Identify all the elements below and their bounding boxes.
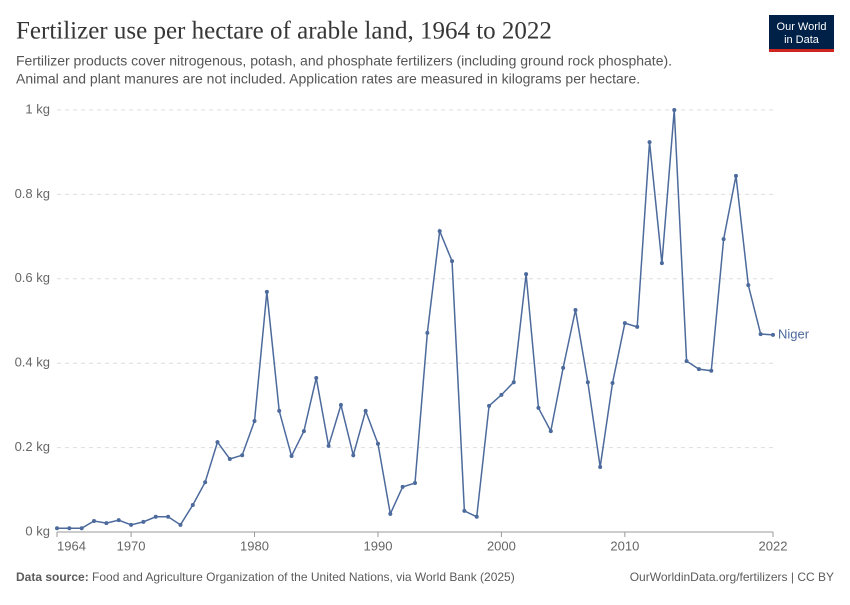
point [647, 140, 652, 145]
point [696, 367, 701, 372]
point [487, 403, 492, 408]
point [203, 480, 208, 485]
point [190, 502, 195, 507]
point [524, 272, 529, 277]
point [709, 368, 714, 373]
point [116, 518, 121, 523]
x-tick-label: 2000 [487, 538, 516, 553]
source-url: OurWorldinData.org/fertilizers | CC BY [630, 570, 834, 584]
point [511, 380, 516, 385]
point [771, 332, 775, 337]
point [672, 108, 677, 112]
x-tick-label: 1970 [117, 538, 146, 553]
point [450, 259, 455, 264]
point [129, 522, 134, 527]
point [684, 359, 689, 364]
point [758, 332, 763, 337]
point [548, 429, 553, 434]
point [351, 453, 356, 458]
point [227, 456, 232, 461]
y-tick-label: 0.6 kg [15, 270, 50, 285]
subtitle: Animal and plant manures are not include… [16, 71, 640, 87]
point [79, 526, 84, 531]
point [178, 522, 183, 527]
logo-text: in Data [784, 34, 820, 46]
logo [769, 15, 834, 52]
point [474, 514, 479, 519]
series-label: Niger [778, 326, 810, 341]
point [499, 392, 504, 397]
point [375, 441, 380, 446]
y-tick-label: 1 kg [25, 101, 50, 116]
y-tick-label: 0.2 kg [15, 439, 50, 454]
point [573, 308, 578, 313]
point [635, 324, 640, 329]
point [733, 173, 738, 178]
subtitle: Fertilizer products cover nitrogenous, p… [16, 53, 672, 69]
point [289, 454, 294, 459]
point [153, 514, 158, 519]
point [141, 519, 146, 524]
point [659, 261, 664, 266]
point [721, 237, 726, 242]
point [425, 330, 430, 335]
logo-bar [769, 49, 834, 52]
point [400, 484, 405, 489]
y-tick-label: 0.4 kg [15, 355, 50, 370]
point [338, 402, 343, 407]
chart-title: Fertilizer use per hectare of arable lan… [16, 18, 552, 45]
point [437, 229, 442, 234]
point [462, 508, 467, 513]
point [746, 283, 751, 288]
point [166, 514, 171, 519]
source-text: Food and Agriculture Organization of the… [92, 570, 515, 584]
point [536, 405, 541, 410]
point [413, 481, 417, 486]
point [610, 381, 615, 386]
line [57, 109, 774, 529]
x-tick-label: 1990 [364, 538, 393, 553]
point [240, 453, 245, 458]
x-tick-label: 1964 [57, 538, 86, 553]
point [598, 465, 603, 470]
source: Data source: Food and Agriculture Organi… [16, 570, 515, 584]
y-tick-label: 0.8 kg [15, 186, 50, 201]
point [363, 408, 368, 413]
point [55, 526, 59, 531]
point [92, 519, 97, 524]
x-tick-label: 2010 [610, 538, 639, 553]
point [104, 521, 109, 526]
point [314, 375, 319, 380]
point [388, 511, 393, 516]
point [585, 380, 590, 385]
point [252, 419, 257, 424]
point [622, 321, 627, 326]
point [326, 443, 331, 448]
point [301, 429, 306, 434]
y-tick-label: 0 kg [25, 523, 50, 538]
x-tick-label: 2022 [759, 538, 788, 553]
point [215, 440, 220, 445]
source-label: Data source: [16, 570, 89, 584]
logo-text: Our World [777, 21, 827, 33]
point [277, 408, 282, 413]
point [67, 526, 72, 531]
point [561, 365, 566, 370]
point [264, 289, 269, 294]
x-tick-label: 1980 [240, 538, 269, 553]
